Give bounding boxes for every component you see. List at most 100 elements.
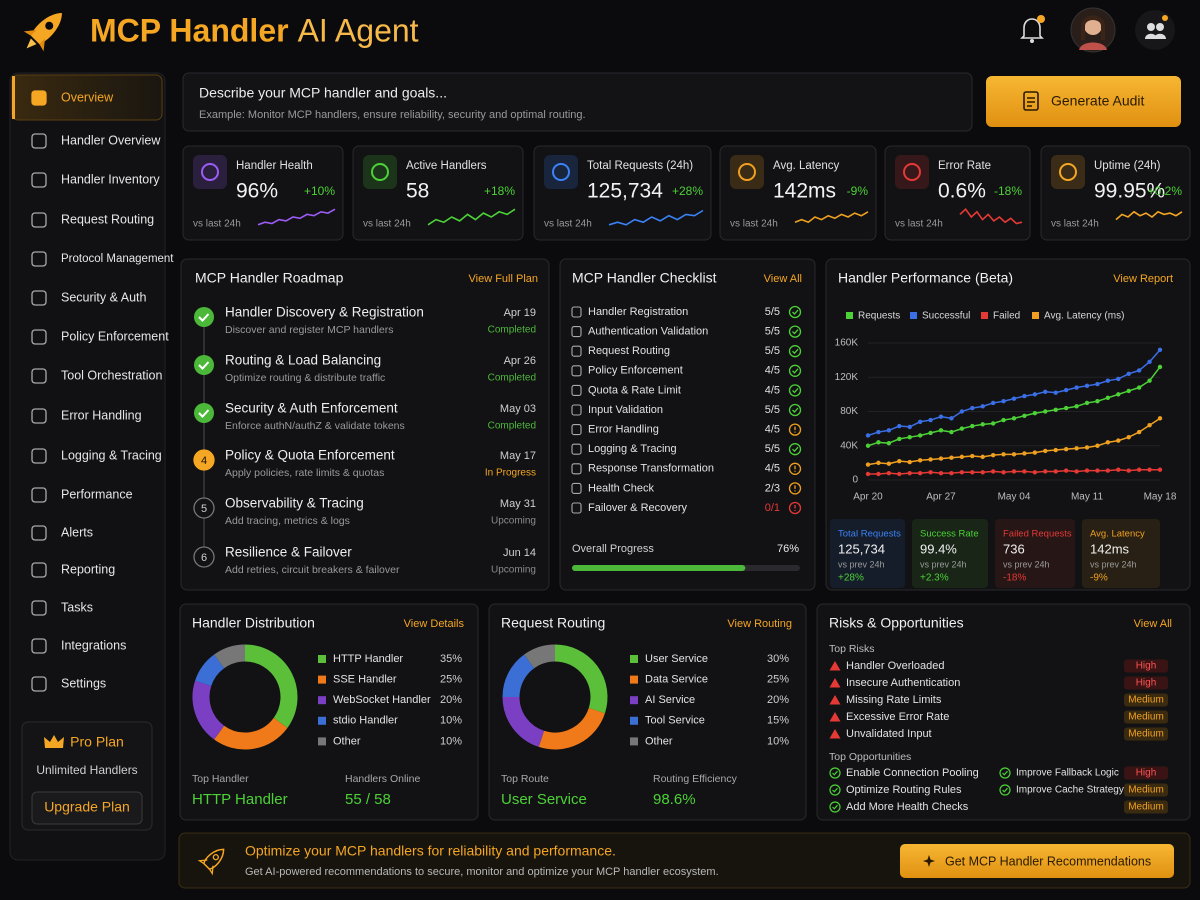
series-point [959, 409, 965, 414]
panel-link[interactable]: View Report [1113, 273, 1173, 285]
stat-label: Failed Requests [1003, 529, 1072, 540]
nav-icon [31, 133, 47, 149]
stat-card [912, 519, 988, 588]
level-label: Medium [1128, 785, 1164, 796]
nav-item[interactable]: Tasks [61, 600, 93, 614]
prompt-input[interactable] [182, 72, 973, 132]
notifications[interactable] [1020, 15, 1045, 43]
kpi-label: Total Requests (24h) [587, 160, 693, 172]
nav-icon [31, 676, 47, 692]
check-icon [571, 404, 582, 416]
team-menu[interactable] [1135, 10, 1175, 50]
app-title: MCP Handler [90, 12, 289, 48]
audit-icon [1023, 91, 1039, 111]
series-point [1157, 467, 1163, 472]
legend-swatch [630, 655, 638, 663]
distribution-panel [179, 603, 479, 821]
series-point [1157, 416, 1163, 421]
roadmap-date: Apr 26 [504, 355, 536, 367]
nav-item[interactable]: Security & Auth [61, 290, 147, 304]
legend-label: SSE Handler [333, 674, 397, 686]
check-status [788, 384, 802, 397]
nav-item[interactable]: Settings [61, 676, 106, 690]
donut-segment [214, 717, 288, 750]
step-marker [193, 546, 215, 568]
check-score: 5/5 [765, 345, 780, 357]
nav-item[interactable]: Performance [61, 487, 133, 501]
legend-swatch [630, 716, 638, 725]
performance-panel [825, 258, 1191, 591]
stat-note: vs prev 24h [920, 559, 967, 569]
check-icon [571, 365, 582, 377]
step-marker [193, 497, 215, 519]
level-label: Medium [1128, 729, 1164, 740]
check-status [788, 501, 802, 515]
x-tick-label: May 18 [1144, 492, 1177, 503]
series-point [938, 428, 944, 433]
roadmap-description: Discover and register MCP handlers [225, 324, 393, 336]
legend-label: HTTP Handler [333, 653, 403, 665]
nav-item[interactable]: Tool Orchestration [61, 368, 162, 382]
footer-value: 55 / 58 [345, 791, 391, 808]
kpi-label: Uptime (24h) [1094, 160, 1161, 172]
panel-link[interactable]: View All [1134, 618, 1172, 630]
check-score: 4/5 [765, 365, 780, 377]
nav-item[interactable]: Request Routing [61, 212, 154, 226]
kpi-value: 125,734 [587, 180, 663, 203]
sparkle-icon [923, 855, 935, 867]
nav-item[interactable]: Error Handling [61, 408, 142, 422]
kpi-sparkline [608, 209, 704, 226]
series-point [938, 414, 944, 419]
check-status [788, 423, 802, 436]
panel-link[interactable]: View Routing [727, 618, 792, 630]
nav-item[interactable]: Alerts [61, 525, 93, 539]
check-status-glyph [792, 407, 799, 413]
series-point [990, 421, 996, 426]
check-score: 5/5 [765, 326, 780, 338]
nav-item[interactable]: Overview [61, 90, 114, 104]
series-point [876, 429, 881, 435]
series-point [1116, 376, 1121, 382]
series-point [1022, 393, 1027, 399]
panel-link[interactable]: View All [764, 273, 802, 285]
series-point [1105, 440, 1111, 445]
nav-item[interactable]: Handler Overview [61, 133, 161, 147]
kpi-label: Avg. Latency [773, 160, 840, 172]
legend-label: Requests [858, 311, 900, 322]
legend-value: 25% [440, 674, 462, 686]
roadmap-status: In Progress [485, 468, 536, 479]
series-point [1043, 469, 1048, 474]
panel-link[interactable]: View Details [404, 618, 465, 630]
nav-item[interactable]: Integrations [61, 638, 126, 652]
sidebar [9, 72, 166, 861]
series-point [1063, 468, 1069, 473]
nav-item[interactable]: Policy Enforcement [61, 329, 169, 343]
series-point [1147, 359, 1152, 365]
recommendations-button[interactable] [900, 844, 1174, 878]
kpi-sparkline [1115, 210, 1183, 221]
nav-item[interactable]: Protocol Management [61, 253, 174, 265]
series-point [1105, 468, 1111, 473]
upgrade-button[interactable] [31, 791, 143, 825]
series-point [1116, 438, 1121, 443]
nav-icon [31, 487, 47, 503]
footer-label: Handlers Online [345, 773, 420, 785]
nav-icon [31, 525, 47, 541]
avatar[interactable] [1070, 7, 1116, 53]
series-point [865, 471, 871, 477]
roadmap-date: May 17 [500, 450, 536, 462]
nav-item[interactable]: Reporting [61, 562, 115, 576]
generate-button[interactable] [986, 76, 1181, 127]
panel-link[interactable]: View Full Plan [469, 273, 539, 285]
check-score: 0/1 [765, 502, 780, 514]
nav-item[interactable]: Handler Inventory [61, 172, 160, 186]
legend-swatch [910, 312, 917, 319]
check-status-glyph [792, 446, 799, 453]
prompt-label: Describe your MCP handler and goals... [199, 85, 447, 101]
nav-item[interactable]: Logging & Tracing [61, 448, 162, 462]
series-point [1074, 385, 1079, 390]
donut-segment [502, 654, 535, 698]
check-status [788, 364, 802, 377]
opportunity-label: Improve Cache Strategy [1016, 785, 1124, 796]
series-point [1126, 388, 1131, 394]
